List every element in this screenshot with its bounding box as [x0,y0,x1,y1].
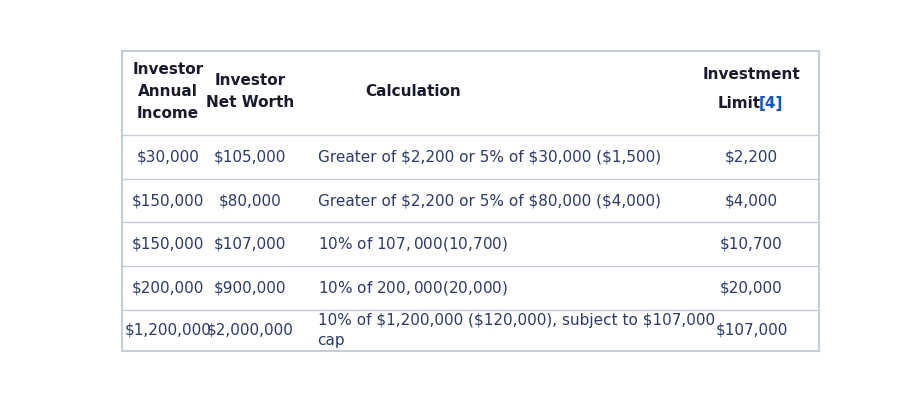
Text: $80,000: $80,000 [218,193,281,208]
Text: Greater of $2,200 or 5% of $80,000 ($4,000): Greater of $2,200 or 5% of $80,000 ($4,0… [318,193,661,208]
Text: Investor
Net Worth: Investor Net Worth [206,73,294,110]
Text: $10,700: $10,700 [720,237,783,252]
Text: [4]: [4] [758,96,783,111]
Text: $107,000: $107,000 [715,323,788,338]
Text: Investment: Investment [702,67,800,82]
Text: $105,000: $105,000 [214,150,286,164]
Text: Investor
Annual
Income: Investor Annual Income [132,62,204,121]
Text: $200,000: $200,000 [132,281,205,296]
Text: 10% of $1,200,000 ($120,000), subject to $107,000
cap: 10% of $1,200,000 ($120,000), subject to… [318,313,714,348]
Text: Calculation: Calculation [365,84,462,99]
Text: $107,000: $107,000 [214,237,286,252]
Text: $150,000: $150,000 [132,237,205,252]
Text: Limit: Limit [717,96,760,111]
Text: 10% of $107,000 ($10,700): 10% of $107,000 ($10,700) [318,235,508,254]
Text: $30,000: $30,000 [137,150,199,164]
Text: 10% of $200,000 ($20,000): 10% of $200,000 ($20,000) [318,279,508,297]
Text: $20,000: $20,000 [720,281,783,296]
Text: $150,000: $150,000 [132,193,205,208]
Text: $1,200,000: $1,200,000 [125,323,211,338]
Text: Greater of $2,200 or 5% of $30,000 ($1,500): Greater of $2,200 or 5% of $30,000 ($1,5… [318,150,661,164]
Text: $2,000,000: $2,000,000 [207,323,294,338]
Text: $4,000: $4,000 [725,193,778,208]
Text: $900,000: $900,000 [214,281,286,296]
Text: $2,200: $2,200 [725,150,778,164]
